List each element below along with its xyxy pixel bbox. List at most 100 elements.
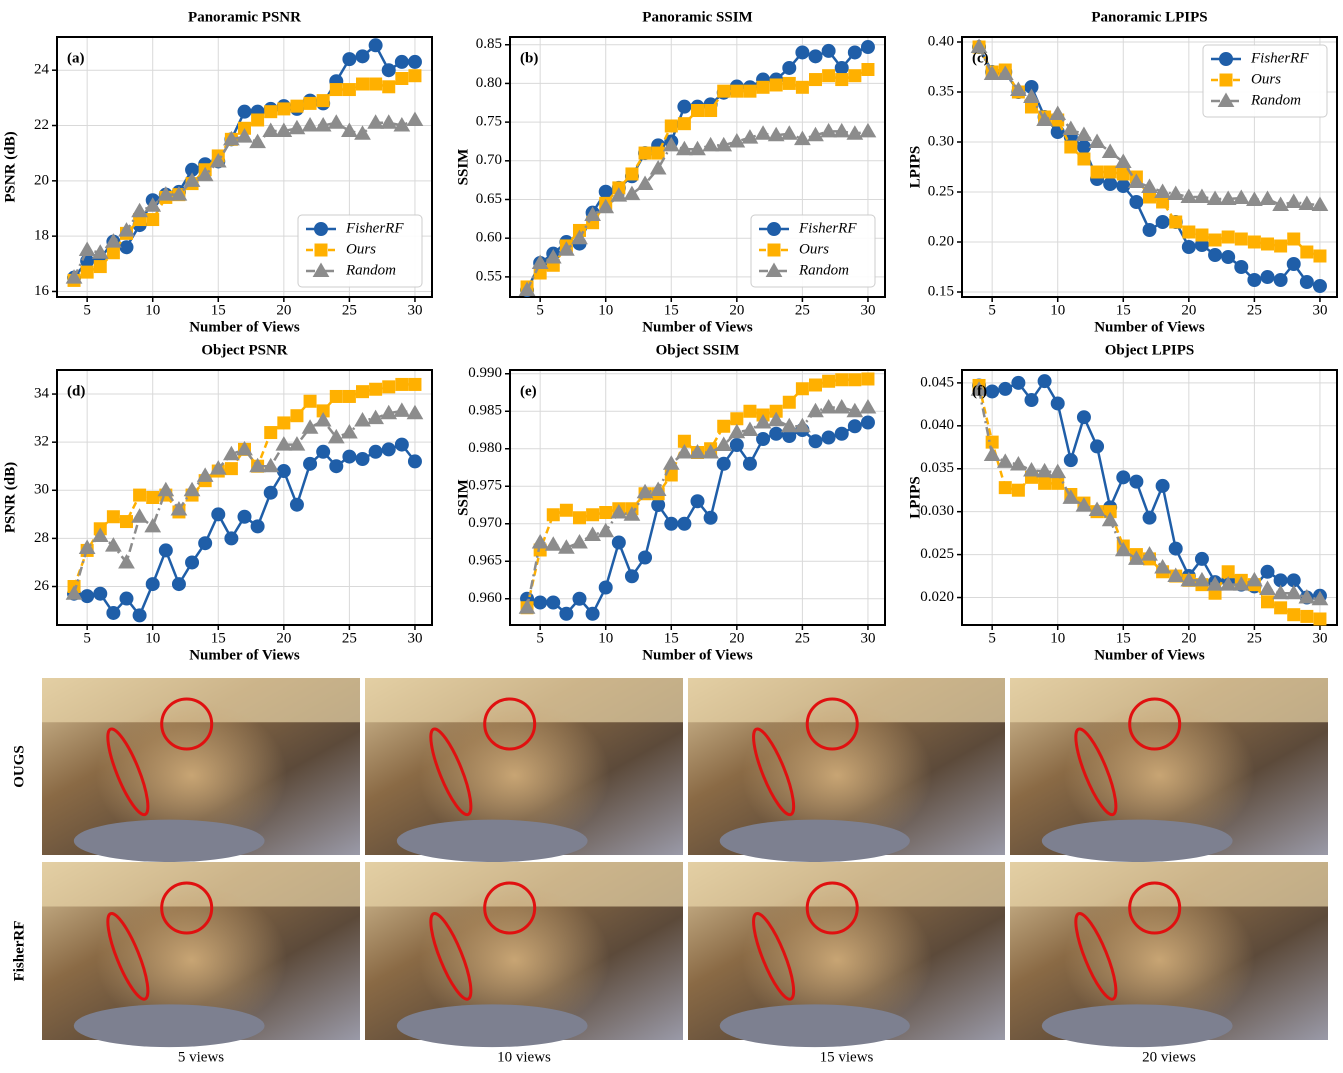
legend-marker — [768, 223, 781, 236]
x-tick-label: 20 — [729, 302, 744, 318]
point — [408, 55, 421, 68]
point — [395, 55, 408, 68]
point — [277, 465, 290, 478]
panel-label: (b) — [520, 50, 538, 66]
point — [986, 385, 999, 398]
panel-label: (e) — [520, 383, 537, 399]
y-tick-label: 22 — [34, 117, 49, 133]
x-axis-label: Number of Views — [1094, 647, 1205, 663]
y-tick-label: 0.20 — [928, 233, 954, 249]
point — [810, 379, 822, 391]
y-tick-label: 16 — [34, 283, 50, 299]
image-table — [720, 820, 910, 862]
point — [783, 61, 796, 74]
point — [304, 97, 316, 109]
point — [665, 517, 678, 530]
point — [343, 84, 355, 96]
chart-title: Panoramic SSIM — [642, 9, 752, 25]
point — [848, 46, 861, 59]
point — [783, 77, 795, 89]
point — [534, 596, 547, 609]
point — [1300, 276, 1313, 289]
point — [822, 44, 835, 57]
x-axis-label: Number of Views — [642, 319, 753, 335]
point — [678, 118, 690, 130]
panel-label: (f) — [972, 383, 987, 399]
point — [862, 64, 874, 76]
point — [986, 436, 998, 448]
x-tick-label: 10 — [145, 630, 160, 646]
y-tick-label: 0.035 — [920, 460, 954, 476]
image-table — [397, 820, 588, 862]
row-label: OUGS — [11, 745, 27, 788]
point — [278, 417, 290, 429]
x-tick-label: 25 — [1247, 302, 1262, 318]
point — [159, 544, 172, 557]
point — [836, 374, 848, 386]
image-table — [397, 1004, 588, 1047]
point — [343, 390, 355, 402]
point — [1130, 475, 1143, 488]
point — [1262, 238, 1274, 250]
point — [849, 374, 861, 386]
point — [612, 536, 625, 549]
point — [836, 74, 848, 86]
point — [1235, 233, 1247, 245]
point — [409, 70, 421, 82]
point — [718, 85, 730, 97]
y-tick-label: 0.045 — [920, 374, 954, 390]
point — [1288, 233, 1300, 245]
point — [822, 431, 835, 444]
point — [587, 509, 599, 521]
column-label: 10 views — [497, 1049, 551, 1065]
point — [1091, 440, 1104, 453]
image-table — [720, 1004, 910, 1047]
y-tick-label: 0.25 — [928, 183, 954, 199]
y-tick-label: 0.975 — [468, 478, 502, 494]
point — [757, 433, 770, 446]
x-tick-label: 15 — [1116, 302, 1131, 318]
point — [1117, 180, 1130, 193]
point — [81, 590, 94, 603]
point — [999, 482, 1011, 494]
point — [1275, 240, 1287, 252]
point — [757, 81, 769, 93]
point — [369, 445, 382, 458]
point — [744, 85, 756, 97]
x-tick-label: 5 — [83, 302, 91, 318]
x-tick-label: 20 — [276, 630, 291, 646]
column-label: 20 views — [1142, 1049, 1196, 1065]
legend-marker — [315, 223, 328, 236]
point — [1064, 454, 1077, 467]
x-tick-label: 20 — [1181, 302, 1196, 318]
point — [1117, 471, 1130, 484]
y-tick-label: 34 — [34, 385, 50, 401]
point — [600, 507, 612, 519]
point — [408, 455, 421, 468]
point — [848, 420, 861, 433]
point — [1039, 477, 1051, 489]
y-tick-label: 0.60 — [476, 230, 502, 246]
x-tick-label: 30 — [1312, 630, 1327, 646]
y-tick-label: 20 — [34, 172, 49, 188]
y-axis-label: PSNR (dB) — [2, 462, 18, 533]
point — [199, 537, 212, 550]
point — [835, 61, 848, 74]
point — [678, 100, 691, 113]
legend-marker — [315, 244, 327, 256]
y-axis-label: LPIPS — [907, 146, 923, 189]
point — [1077, 141, 1090, 154]
point — [691, 495, 704, 508]
image-table — [1042, 820, 1233, 862]
x-tick-label: 15 — [1116, 630, 1131, 646]
point — [357, 78, 369, 90]
point — [146, 578, 159, 591]
x-tick-label: 30 — [860, 630, 875, 646]
point — [225, 463, 237, 475]
point — [573, 512, 585, 524]
point — [1287, 258, 1300, 271]
y-tick-label: 26 — [34, 578, 50, 594]
point — [278, 103, 290, 115]
point — [1143, 511, 1156, 524]
point — [252, 114, 264, 126]
